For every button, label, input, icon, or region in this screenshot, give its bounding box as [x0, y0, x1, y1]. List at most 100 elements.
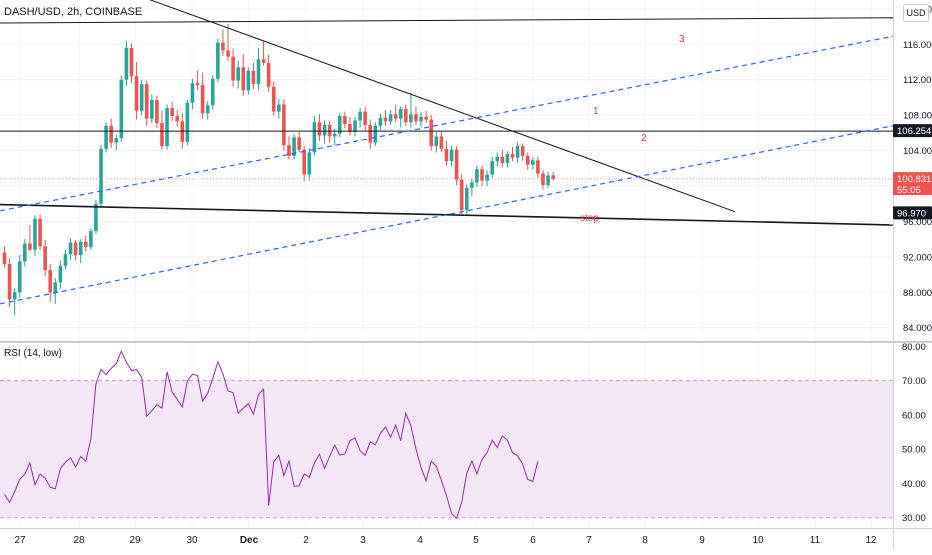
- price-tick-label-7: 112.000: [903, 75, 932, 86]
- candle-body-93: [475, 169, 479, 183]
- candle-body-60: [307, 152, 312, 175]
- candle-body-43: [221, 42, 225, 51]
- candle-body-36: [185, 102, 190, 142]
- symbol-header: DASH/USD, 2h, COINBASE: [4, 6, 143, 18]
- annotation-label-0: 1: [593, 106, 599, 117]
- candle-body-76: [388, 114, 393, 122]
- candle-body-45: [231, 56, 235, 81]
- candle-body-58: [297, 137, 301, 150]
- candle-body-61: [312, 122, 317, 153]
- time-tick-label-9: 6: [530, 535, 536, 546]
- candle-body-63: [322, 124, 327, 136]
- candle-body-99: [505, 154, 510, 163]
- candles-layer: [2, 23, 555, 316]
- rsi-tick-label-0: 30.00: [902, 513, 926, 524]
- candle-body-85: [434, 136, 439, 147]
- time-tick-label-10: 7: [586, 535, 592, 546]
- time-tick-label-15: 12: [865, 535, 877, 546]
- candle-body-29: [150, 100, 154, 119]
- candle-body-86: [439, 136, 444, 149]
- rsi-tick-label-3: 60.00: [902, 410, 926, 421]
- candle-body-59: [302, 149, 307, 175]
- candle-body-5: [28, 243, 32, 250]
- candle-body-13: [68, 242, 73, 255]
- currency-button[interactable]: USD: [903, 4, 929, 22]
- candle-body-38: [195, 83, 200, 86]
- candle-body-1: [7, 263, 12, 300]
- time-tick-label-7: 4: [417, 535, 423, 546]
- price-tick-label-5: 104.000: [903, 146, 932, 157]
- candle-body-95: [485, 174, 489, 181]
- support-line-stop: [0, 203, 894, 226]
- price-tick-label-6: 108.000: [903, 111, 932, 122]
- candle-body-21: [109, 125, 113, 143]
- resistance-line-3: [0, 17, 894, 24]
- candle-body-26: [134, 76, 139, 111]
- candle-body-22: [114, 138, 119, 143]
- candle-body-62: [317, 122, 322, 136]
- rsi-tick-label-2: 50.00: [902, 445, 926, 456]
- candle-body-0: [2, 252, 7, 264]
- candle-body-96: [490, 161, 494, 175]
- rsi-title: RSI (14, low): [4, 348, 62, 359]
- axis-layer: 84.00088.00092.00096.000100.000104.00010…: [14, 4, 932, 546]
- candle-body-6: [33, 218, 37, 250]
- annotation-label-1: 2: [641, 133, 647, 144]
- candle-body-82: [419, 116, 423, 122]
- candle-body-66: [337, 116, 342, 134]
- candle-body-87: [444, 148, 449, 162]
- candle-body-67: [343, 116, 347, 124]
- time-tick-label-6: 3: [360, 535, 366, 546]
- candle-body-34: [175, 116, 180, 122]
- candle-body-71: [363, 111, 367, 125]
- candle-body-56: [287, 145, 291, 156]
- candle-body-77: [393, 114, 398, 119]
- candle-body-102: [520, 146, 525, 156]
- time-tick-label-12: 9: [699, 535, 705, 546]
- candle-body-88: [449, 149, 454, 162]
- candle-body-91: [464, 187, 469, 210]
- candle-body-57: [292, 137, 296, 156]
- candle-body-7: [38, 218, 42, 247]
- candle-body-74: [378, 117, 383, 126]
- trendlines-layer: 1 2 3 stop: [0, 0, 894, 305]
- rsi-tick-label-4: 70.00: [902, 376, 926, 387]
- price-tick-label-1: 88.000: [903, 288, 932, 299]
- candle-body-80: [409, 114, 413, 123]
- candle-body-41: [210, 78, 215, 106]
- candle-body-46: [236, 67, 240, 81]
- candle-body-92: [470, 182, 474, 188]
- price-label-text-1: 100.831: [897, 174, 931, 185]
- candle-body-89: [454, 149, 459, 180]
- candle-body-90: [459, 179, 464, 210]
- candle-body-100: [510, 154, 515, 158]
- candle-body-94: [480, 169, 484, 181]
- candle-body-105: [536, 160, 540, 174]
- candle-body-12: [63, 254, 68, 266]
- candle-body-78: [398, 108, 403, 119]
- candle-body-50: [256, 59, 261, 85]
- candle-body-4: [23, 243, 27, 262]
- price-tick-label-0: 84.000: [903, 323, 932, 334]
- time-tick-label-14: 11: [810, 535, 821, 546]
- time-tick-label-1: 28: [73, 535, 85, 546]
- candle-body-73: [373, 125, 378, 143]
- candle-body-49: [251, 70, 256, 85]
- candle-body-28: [144, 84, 149, 119]
- candle-body-48: [246, 70, 251, 91]
- candle-body-11: [58, 265, 63, 283]
- rsi-tick-label-1: 40.00: [902, 479, 926, 490]
- candle-body-65: [332, 133, 337, 137]
- candle-body-39: [200, 85, 205, 114]
- candle-body-24: [124, 47, 129, 80]
- candle-body-106: [541, 173, 545, 186]
- candle-body-16: [83, 241, 88, 248]
- candle-body-55: [282, 104, 286, 146]
- candle-body-69: [353, 120, 357, 132]
- time-tick-label-3: 30: [186, 535, 198, 546]
- candle-body-20: [104, 125, 108, 149]
- candle-body-8: [43, 246, 47, 271]
